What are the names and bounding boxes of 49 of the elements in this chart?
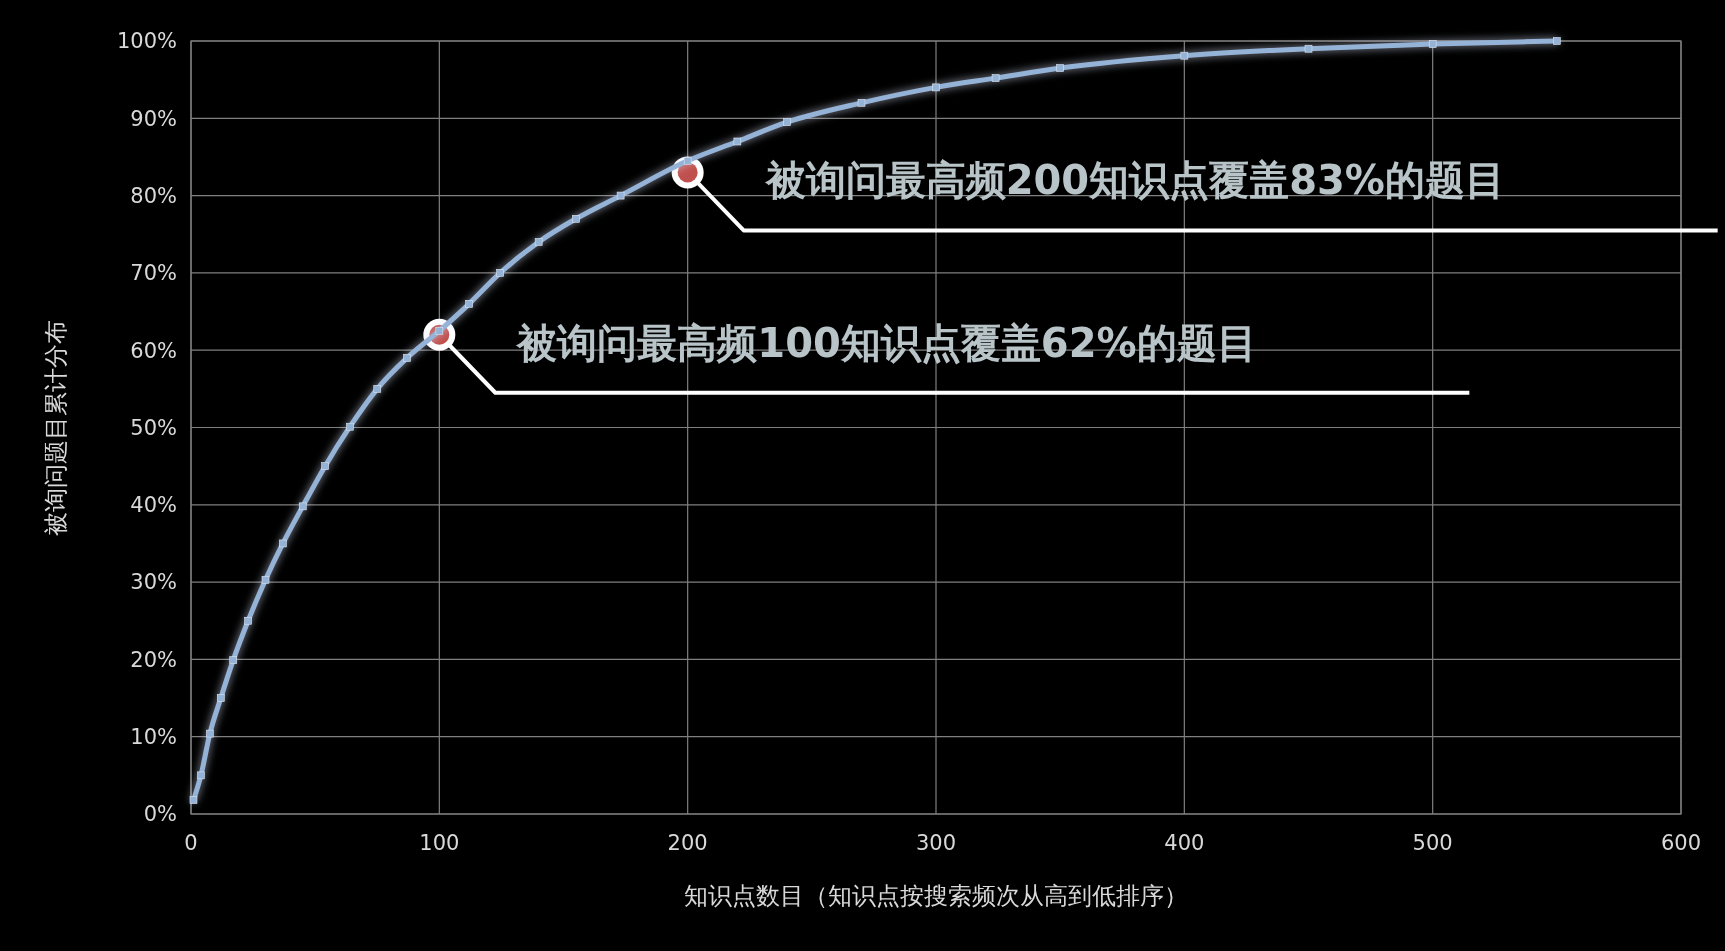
y-tick-label: 50% [130, 415, 177, 440]
y-tick-label: 40% [130, 493, 177, 518]
point [1056, 64, 1064, 72]
y-tick-label: 90% [130, 106, 177, 131]
y-tick-label: 30% [130, 570, 177, 595]
point [857, 99, 866, 107]
point [683, 157, 692, 165]
point [197, 771, 205, 780]
point [572, 214, 580, 223]
y-tick-label: 80% [130, 183, 177, 208]
y-tick-label: 100% [116, 29, 177, 54]
point [321, 462, 329, 470]
point [534, 238, 543, 246]
x-tick-label: 300 [915, 831, 957, 855]
point [229, 656, 238, 664]
point [1553, 37, 1561, 45]
y-tick-label: 70% [130, 261, 177, 286]
point [496, 269, 504, 277]
point [932, 83, 940, 92]
point [217, 694, 225, 702]
point [1304, 44, 1313, 53]
y-axis-title: 被询问题目累计分布 [42, 319, 70, 536]
x-axis-title: 知识点数目（知识点按搜索频次从高到低排序） [684, 882, 1188, 910]
point [206, 729, 214, 738]
x-tick-label: 100 [419, 831, 460, 855]
point [346, 422, 354, 431]
point [616, 191, 625, 200]
x-tick-label: 600 [1660, 831, 1702, 855]
point [373, 385, 382, 393]
point [189, 796, 198, 804]
point [1428, 40, 1437, 48]
point [1180, 51, 1189, 60]
point [733, 137, 742, 146]
point [465, 300, 473, 308]
point [783, 118, 791, 126]
point [279, 539, 287, 548]
x-tick-label: 200 [667, 831, 708, 855]
point [244, 616, 252, 625]
point [261, 575, 270, 584]
x-tick-label: 400 [1164, 831, 1205, 855]
point [298, 502, 307, 511]
x-tick-label: 0 [184, 831, 198, 855]
x-tick-label: 500 [1412, 831, 1453, 855]
y-tick-label: 20% [130, 647, 177, 672]
y-tick-label: 60% [130, 338, 177, 363]
y-tick-label: 10% [130, 725, 177, 750]
y-tick-label: 0% [143, 802, 177, 827]
point [403, 354, 411, 362]
point [991, 74, 1000, 82]
